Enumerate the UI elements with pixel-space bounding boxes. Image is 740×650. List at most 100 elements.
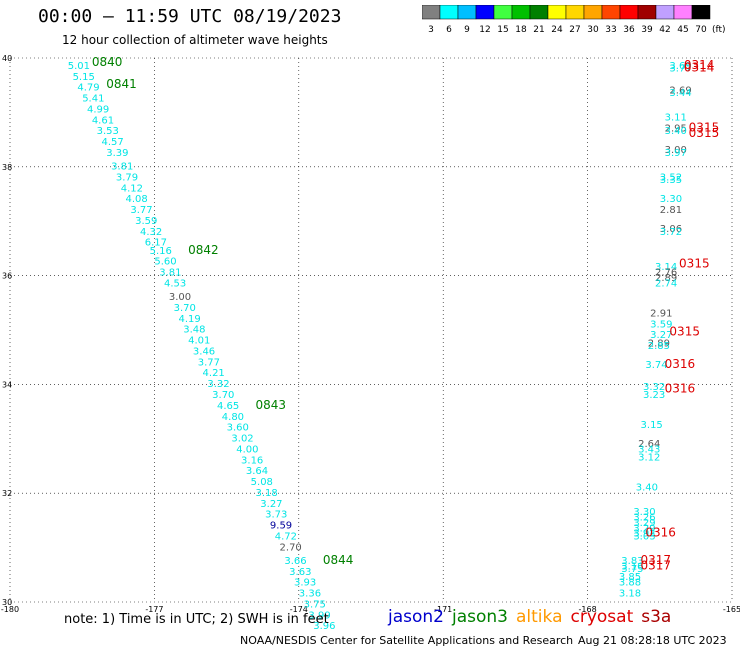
swh-value: 6.17 — [145, 238, 167, 249]
x-tick-label: -180 — [1, 605, 19, 614]
satellite-jason3: jason3 — [452, 607, 508, 627]
swh-value: 3.52 — [660, 172, 682, 183]
satellite-legend: jason2 jason3 altika cryosat s3a — [388, 607, 679, 627]
swh-value: 3.53 — [97, 126, 119, 137]
swh-value: 5.15 — [73, 72, 95, 83]
swh-value: 3.00 — [169, 292, 191, 303]
chart-title: 00:00 – 11:59 UTC 08/19/2023 — [38, 6, 342, 27]
swh-value: 3.74 — [645, 360, 667, 371]
swh-value: 3.03 — [633, 531, 655, 542]
axis-ticks: -180 -177 -174 -171 -168 -165 30 32 34 36 38 40 — [1, 54, 740, 614]
swh-value: 3.02 — [231, 434, 253, 445]
swh-value: 3.77 — [198, 357, 220, 368]
swh-value: 3.97 — [665, 148, 687, 159]
swh-value: 3.73 — [265, 510, 287, 521]
swh-value: 3.35 — [660, 175, 682, 186]
time-label: 0317 — [641, 558, 672, 572]
time-labels: 0840084108420843084403140314031503150315… — [92, 55, 719, 572]
swh-value: 4.12 — [121, 183, 143, 194]
swh-value: 3.39 — [106, 148, 128, 159]
swh-value: 3.64 — [246, 466, 268, 477]
colorbar-label: 36 — [623, 25, 635, 35]
swh-value: 3.44 — [669, 88, 691, 99]
swh-value: 3.48 — [183, 325, 205, 336]
time-label: 0315 — [689, 126, 720, 140]
swh-value: 3.60 — [227, 423, 249, 434]
colorbar-label: 9 — [464, 25, 470, 35]
colorbar-label: 24 — [551, 25, 563, 35]
time-label: 0315 — [669, 324, 700, 338]
y-tick-label: 30 — [2, 598, 12, 607]
x-tick-label: -177 — [145, 605, 163, 614]
swh-value: 4.00 — [236, 444, 258, 455]
swh-value: 3.81 — [111, 162, 133, 173]
y-tick-label: 34 — [2, 380, 12, 389]
colorbar-swatch — [547, 5, 567, 20]
swh-value: 3.40 — [636, 482, 658, 493]
swh-value: 3.63 — [289, 567, 311, 578]
swh-value: 2.95 — [665, 123, 687, 134]
swh-value: 3.40 — [665, 126, 687, 137]
swh-value: 3.59 — [135, 216, 157, 227]
time-label: 0315 — [689, 120, 720, 134]
time-label: 0840 — [92, 55, 123, 69]
time-label: 0317 — [641, 553, 672, 567]
colorbar-label: 27 — [569, 25, 580, 35]
swh-value: 4.32 — [140, 227, 162, 238]
swh-value: 4.72 — [275, 531, 297, 542]
colorbar-label: 12 — [479, 25, 490, 35]
swh-value: 2.74 — [655, 278, 677, 289]
swh-value: 2.89 — [648, 338, 670, 349]
swh-value: 3.29 — [633, 523, 655, 534]
swh-marks: 5.015.154.795.414.994.613.534.573.39 3.81… — [68, 61, 692, 632]
swh-value: 3.77 — [130, 205, 152, 216]
swh-value: 4.21 — [203, 368, 225, 379]
y-tick-label: 40 — [2, 54, 12, 63]
swh-value: 3.15 — [641, 420, 663, 431]
colorbar-label: 18 — [515, 25, 527, 35]
swh-value: 3.81 — [159, 268, 181, 279]
chart-grid — [9, 57, 733, 603]
swh-value: 3.12 — [638, 453, 660, 464]
colorbar-swatch — [637, 5, 657, 20]
colorbar-label: 15 — [497, 25, 508, 35]
swh-value: 5.41 — [82, 94, 104, 105]
swh-value: 4.99 — [87, 104, 109, 115]
swh-value: 3.72 — [660, 227, 682, 238]
swh-value: 3.16 — [241, 455, 263, 466]
chart-subtitle: 12 hour collection of altimeter wave hei… — [62, 33, 328, 47]
swh-value: 3.23 — [643, 390, 665, 401]
swh-value: 3.79 — [116, 172, 138, 183]
swh-value: 4.65 — [217, 401, 239, 412]
colorbar-swatch — [493, 5, 513, 20]
x-tick-label: -165 — [723, 605, 740, 614]
swh-value: 3.32 — [643, 382, 665, 393]
swh-value: 2.81 — [660, 205, 682, 216]
swh-value: 3.16 — [621, 561, 643, 572]
swh-value: 3.59 — [650, 319, 672, 330]
time-label: 0314 — [684, 58, 715, 72]
colorbar-legend: 3 6 9 12 15 18 21 24 27 30 33 36 39 42 45 70 (ft) — [422, 5, 726, 35]
time-label: 0844 — [323, 553, 354, 567]
colorbar-swatch — [565, 5, 585, 20]
swh-value: 4.53 — [164, 278, 186, 289]
swh-value: 4.57 — [101, 137, 123, 148]
swh-value: 3.70 — [174, 303, 196, 314]
time-label: 0316 — [665, 357, 696, 371]
time-label: 0314 — [684, 61, 715, 75]
swh-value: 3.29 — [633, 518, 655, 529]
satellite-s3a: s3a — [641, 607, 672, 627]
swh-value: 5.16 — [150, 246, 172, 257]
swh-value: 3.88 — [619, 578, 641, 589]
swh-value: 3.66 — [284, 556, 306, 567]
swh-value: 3.18 — [619, 589, 641, 600]
swh-value: 5.08 — [251, 477, 273, 488]
colorbar-label: 3 — [428, 25, 434, 35]
colorbar-swatch — [583, 5, 603, 20]
swh-value: 2.64 — [638, 439, 660, 450]
swh-value: 3.43 — [638, 444, 660, 455]
swh-value: 4.79 — [77, 83, 99, 94]
swh-value: 3.06 — [660, 224, 682, 235]
swh-value: 3.11 — [665, 113, 687, 124]
swh-value: 4.08 — [126, 194, 148, 205]
